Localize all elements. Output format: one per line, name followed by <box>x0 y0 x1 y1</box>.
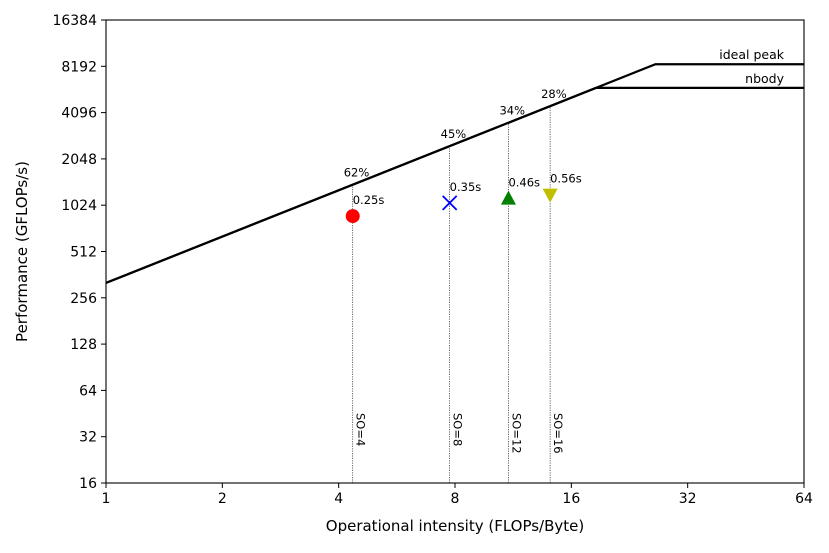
y-tick-label: 256 <box>70 291 97 307</box>
roofline-label: ideal peak <box>719 47 784 62</box>
y-tick-label: 8192 <box>61 59 97 75</box>
x-tick-label: 32 <box>679 491 697 507</box>
y-axis-ticks: 16 32 64 128 256 512 1024 2048 4096 8192 16384 <box>52 13 106 492</box>
x-tick-label: 1 <box>102 491 111 507</box>
time-label: 0.25s <box>353 193 385 207</box>
so-label: SO=4 <box>354 413 368 446</box>
so-label: SO=8 <box>451 413 465 446</box>
y-tick-label: 16384 <box>52 13 97 29</box>
x-axis-ticks: 1 2 4 8 16 32 64 <box>102 483 813 507</box>
efficiency-label: 28% <box>541 87 567 101</box>
x-tick-label: 4 <box>334 491 343 507</box>
roofline-label: nbody <box>745 71 784 86</box>
y-tick-label: 512 <box>70 245 97 261</box>
roofline-nbody <box>105 86 804 284</box>
x-tick-label: 16 <box>562 491 580 507</box>
annotations: 0.25s 62% SO=4 0.35s 45% SO=8 0.46s 34% SO=12 0.5… <box>344 87 582 453</box>
time-label: 0.46s <box>508 176 540 190</box>
efficiency-label: 34% <box>499 104 525 118</box>
time-label: 0.35s <box>450 180 482 194</box>
roofline-curves: ideal peak nbody <box>105 47 804 284</box>
y-tick-label: 128 <box>70 337 97 353</box>
x-axis-label: Operational intensity (FLOPs/Byte) <box>326 517 584 535</box>
marker-triangle-up <box>500 190 516 205</box>
kernel-markers <box>345 188 558 224</box>
y-tick-label: 16 <box>79 476 97 492</box>
marker-circle <box>345 209 360 224</box>
x-tick-label: 8 <box>451 491 460 507</box>
marker-triangle-down <box>542 188 558 203</box>
efficiency-label: 45% <box>441 127 467 141</box>
y-tick-label: 64 <box>79 383 97 399</box>
so-guide-lines <box>352 106 551 483</box>
time-label: 0.56s <box>550 172 582 186</box>
y-tick-label: 2048 <box>61 152 97 168</box>
x-tick-label: 2 <box>218 491 227 507</box>
efficiency-label: 62% <box>344 166 370 180</box>
y-tick-label: 4096 <box>61 106 97 122</box>
so-label: SO=12 <box>509 413 523 454</box>
roofline-ideal-peak <box>105 63 804 284</box>
y-tick-label: 1024 <box>61 198 97 214</box>
so-label: SO=16 <box>551 413 565 454</box>
marker-x <box>442 195 458 211</box>
y-axis-label: Performance (GFLOPs/s) <box>13 161 31 342</box>
y-tick-label: 32 <box>79 430 97 446</box>
x-tick-label: 64 <box>795 491 813 507</box>
